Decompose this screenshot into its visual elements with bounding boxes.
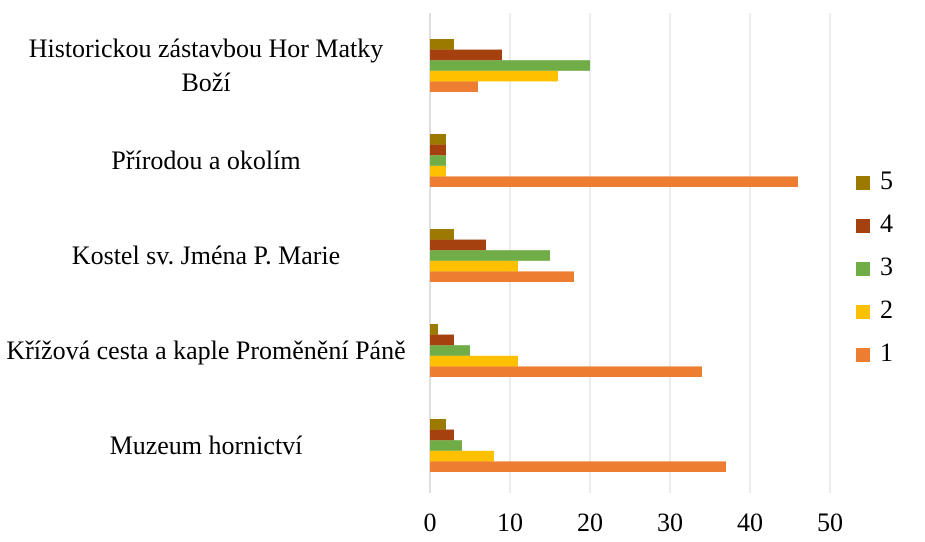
legend-label: 4 (880, 209, 893, 238)
bar (430, 39, 454, 50)
y-tick-label: Přírodou a okolím (111, 145, 301, 175)
bar (430, 260, 518, 272)
x-tick-label: 40 (737, 508, 763, 537)
legend-swatch (856, 219, 870, 233)
bar (430, 165, 446, 177)
x-tick-label: 20 (577, 508, 603, 537)
y-tick-label: Muzeum hornictví (109, 430, 303, 460)
bar (430, 250, 550, 261)
bar (430, 324, 438, 335)
bar (430, 70, 558, 82)
y-tick-label: Kostel sv. Jména P. Marie (71, 240, 341, 270)
bar (430, 60, 590, 71)
legend-swatch (856, 176, 870, 190)
bar (430, 81, 478, 92)
bar (430, 176, 798, 187)
bar (430, 49, 502, 61)
legend-label: 1 (880, 338, 893, 367)
bar (430, 134, 446, 145)
bar (430, 144, 446, 156)
x-tick-label: 0 (424, 508, 437, 537)
x-tick-label: 50 (817, 508, 843, 537)
x-tick-label: 30 (657, 508, 683, 537)
legend-label: 3 (880, 252, 893, 281)
y-tick-label: Křížová cesta a kaple Proměnění Páně (6, 335, 406, 365)
y-tick-label: Historickou zástavbou Hor Matky Boží (28, 33, 384, 97)
x-tick-label: 10 (497, 508, 523, 537)
bar (430, 271, 574, 282)
legend-label: 5 (880, 166, 893, 195)
bar (430, 155, 446, 166)
bar (430, 345, 470, 356)
bar (430, 429, 454, 441)
legend-swatch (856, 262, 870, 276)
bar (430, 440, 462, 451)
bar (430, 366, 702, 377)
legend-swatch (856, 348, 870, 362)
bar (430, 419, 446, 430)
legend-label: 2 (880, 295, 893, 324)
bar (430, 355, 518, 367)
bar (430, 239, 486, 251)
bar (430, 450, 494, 462)
legend-swatch (856, 305, 870, 319)
bar (430, 229, 454, 240)
bar (430, 461, 726, 472)
bar (430, 334, 454, 346)
